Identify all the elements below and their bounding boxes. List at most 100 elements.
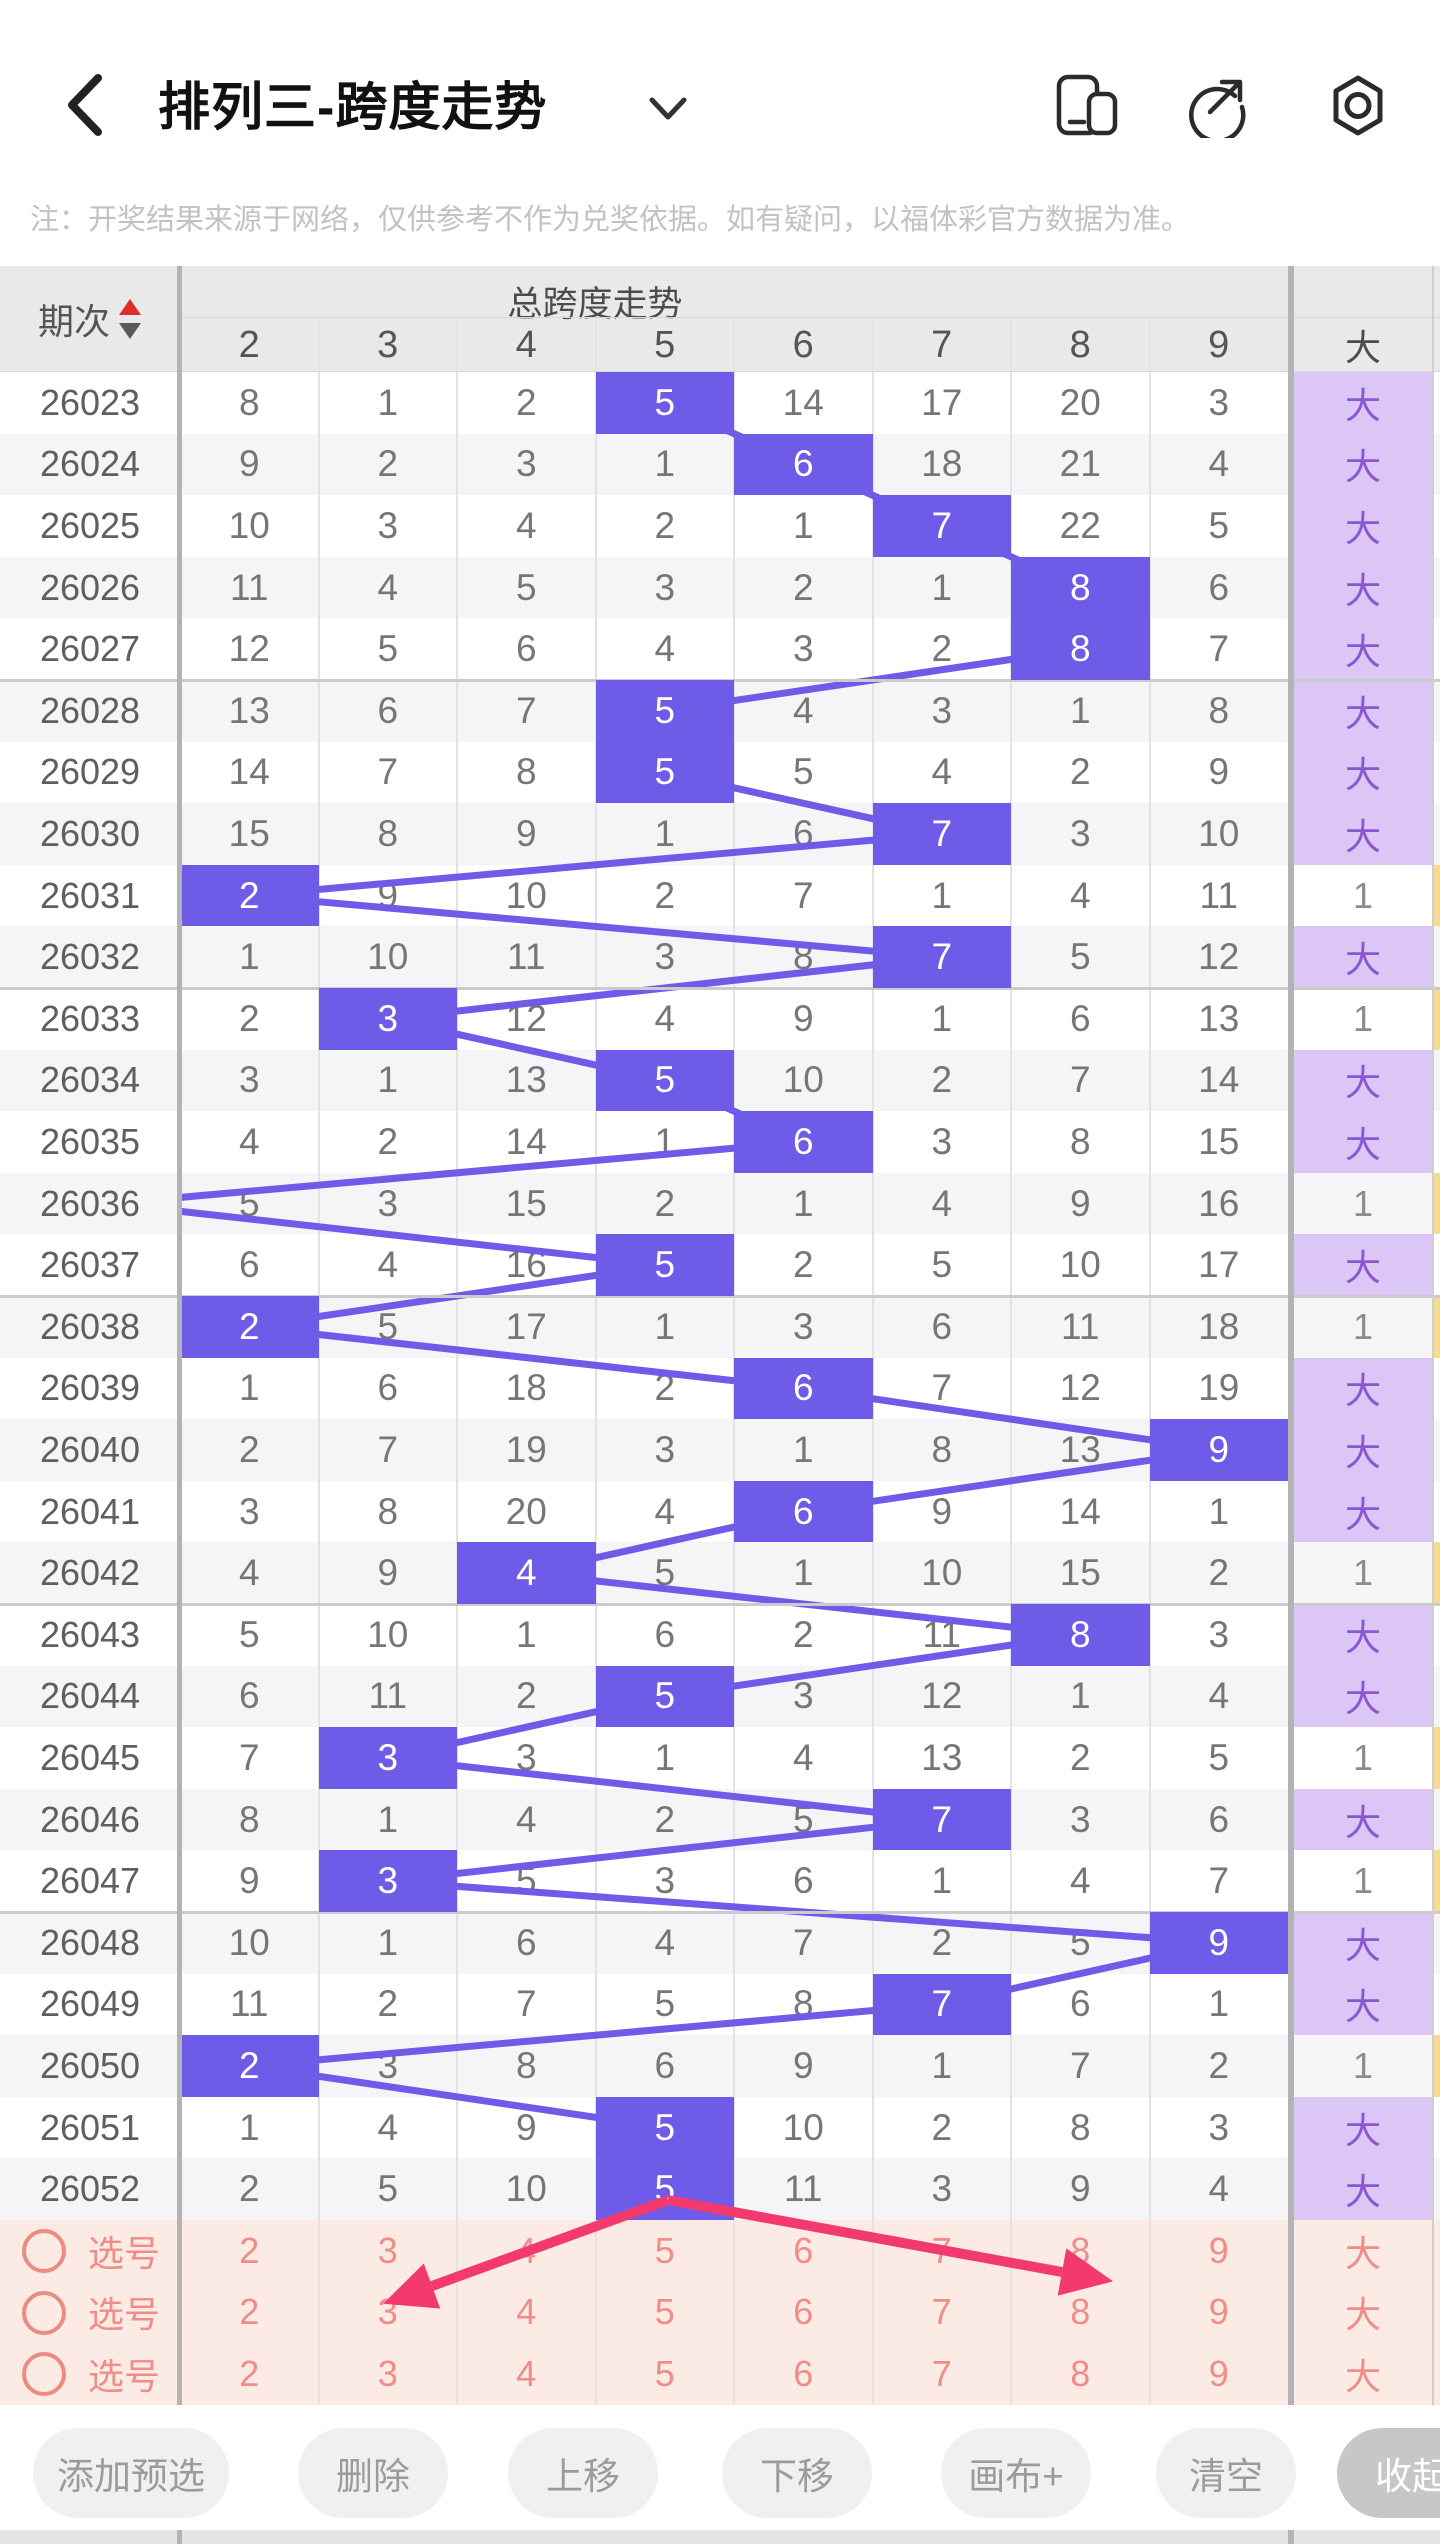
value-cell: 4 [515, 504, 537, 546]
period-cell: 26048 [39, 1921, 141, 1963]
value-cell: 1 [654, 1120, 676, 1162]
period-cell: 26025 [39, 504, 141, 546]
period-cell: 26026 [39, 566, 141, 608]
small-marker [1434, 988, 1440, 1050]
pick-value-cell[interactable]: 3 [377, 2291, 398, 2333]
value-cell: 5 [515, 566, 537, 608]
value-cell: 3 [1208, 2106, 1230, 2148]
value-cell: 1 [1208, 1490, 1230, 1532]
big-cell: 大 [1294, 1234, 1432, 1296]
pick-value-cell[interactable]: 6 [793, 2352, 814, 2394]
trend-block: 2 [180, 1296, 319, 1358]
pick-value-cell[interactable]: 8 [1070, 2352, 1091, 2394]
title-dropdown[interactable] [648, 96, 688, 127]
value-cell: 1 [792, 1428, 814, 1470]
value-cell: 4 [1069, 1860, 1091, 1902]
pick-value-cell[interactable]: 4 [516, 2229, 537, 2271]
toolbar-button-collapse[interactable]: 收起 [1337, 2428, 1440, 2518]
value-cell: 3 [654, 1428, 676, 1470]
pick-value-cell[interactable]: 6 [793, 2229, 814, 2271]
big-cell: 大 [1294, 741, 1432, 804]
value-cell: 7 [792, 1921, 814, 1963]
value-cell: 3 [1069, 812, 1091, 854]
pick-value-cell[interactable]: 4 [516, 2291, 537, 2333]
value-cell: 12 [228, 628, 270, 670]
pick-value-cell[interactable]: 5 [654, 2352, 675, 2394]
small-marker [1434, 2035, 1440, 2097]
value-cell: 7 [1208, 628, 1230, 670]
settings-nut-icon[interactable] [1327, 74, 1389, 138]
value-cell: 5 [1069, 1921, 1091, 1963]
toolbar-button-delete[interactable]: 删除 [298, 2428, 448, 2518]
value-cell: 4 [1208, 1675, 1230, 1717]
pick-value-cell[interactable]: 5 [654, 2229, 675, 2271]
value-cell: 3 [377, 2044, 399, 2086]
pick-value-cell[interactable]: 8 [1070, 2229, 1091, 2271]
pick-value-cell[interactable]: 7 [931, 2229, 952, 2271]
trend-block: 5 [595, 680, 734, 742]
value-cell: 1 [1069, 689, 1091, 731]
trend-block: 8 [1011, 1604, 1150, 1666]
value-cell: 5 [1208, 1736, 1230, 1778]
pick-value-cell[interactable]: 9 [1208, 2291, 1229, 2333]
pick-value-cell[interactable]: 4 [516, 2352, 537, 2394]
pick-value-cell[interactable]: 9 [1208, 2352, 1229, 2394]
trend-block: 5 [595, 372, 734, 434]
pick-value-cell[interactable]: 3 [377, 2229, 398, 2271]
share-icon[interactable] [1186, 74, 1248, 144]
value-cell: 9 [238, 443, 260, 485]
period-cell: 26044 [39, 1675, 141, 1717]
pick-value-cell[interactable]: 6 [793, 2291, 814, 2333]
trend-block: 7 [872, 926, 1011, 988]
pick-circle[interactable] [22, 2290, 66, 2335]
value-cell: 18 [1198, 1305, 1240, 1347]
period-header-label: 期次 [37, 301, 110, 342]
toolbar-button-clear[interactable]: 清空 [1156, 2428, 1296, 2518]
toolbar-button-move-up[interactable]: 上移 [508, 2428, 658, 2518]
pick-value-cell[interactable]: 8 [1070, 2291, 1091, 2333]
value-cell: 2 [1208, 1552, 1230, 1594]
period-cell: 26035 [39, 1120, 141, 1162]
period-cell: 26038 [39, 1305, 141, 1347]
value-cell: 11 [784, 2168, 823, 2210]
value-cell: 9 [238, 1860, 260, 1902]
value-cell: 2 [377, 1983, 399, 2025]
pick-value-cell[interactable]: 3 [377, 2352, 398, 2394]
pick-value-cell[interactable]: 2 [239, 2352, 260, 2394]
period-header[interactable]: 期次 [0, 266, 180, 372]
pick-circle[interactable] [22, 2229, 66, 2273]
value-cell: 1 [377, 381, 399, 423]
pick-big-cell[interactable]: 大 [1344, 2294, 1381, 2336]
trend-block: 7 [872, 803, 1011, 865]
value-cell: 19 [505, 1428, 547, 1470]
pick-value-cell[interactable]: 7 [931, 2291, 952, 2333]
toolbar-button-move-down[interactable]: 下移 [722, 2428, 872, 2518]
value-cell: 2 [238, 2168, 260, 2210]
trend-block: 5 [595, 2096, 734, 2159]
pick-value-cell[interactable]: 2 [239, 2291, 260, 2333]
copy-icon[interactable] [1056, 74, 1118, 138]
toolbar-button-add-preselect[interactable]: 添加预选 [33, 2428, 229, 2518]
pick-value-cell[interactable]: 5 [654, 2291, 675, 2333]
period-cell: 26041 [39, 1490, 141, 1532]
value-cell: 9 [515, 2106, 537, 2148]
pick-value-cell[interactable]: 7 [931, 2352, 952, 2394]
trend-block: 6 [734, 1480, 873, 1543]
value-cell: 6 [377, 1367, 399, 1409]
right-column-divider [1288, 266, 1294, 2405]
toolbar-button-canvas-plus[interactable]: 画布+ [941, 2428, 1091, 2518]
pick-value-cell[interactable]: 9 [1208, 2229, 1229, 2271]
pick-big-cell[interactable]: 大 [1344, 2232, 1381, 2274]
period-cell: 26023 [39, 381, 141, 423]
pick-circle[interactable] [22, 2352, 66, 2397]
pick-value-cell[interactable]: 2 [239, 2229, 260, 2271]
value-cell: 4 [654, 1921, 676, 1963]
value-cell: 4 [654, 628, 676, 670]
back-button[interactable] [58, 70, 114, 140]
value-cell: 7 [377, 1428, 399, 1470]
period-cell: 26040 [39, 1428, 141, 1470]
pick-big-cell[interactable]: 大 [1344, 2355, 1381, 2397]
value-cell: 12 [505, 997, 547, 1039]
value-cell: 3 [654, 1860, 676, 1902]
value-cell: 8 [377, 1490, 399, 1532]
